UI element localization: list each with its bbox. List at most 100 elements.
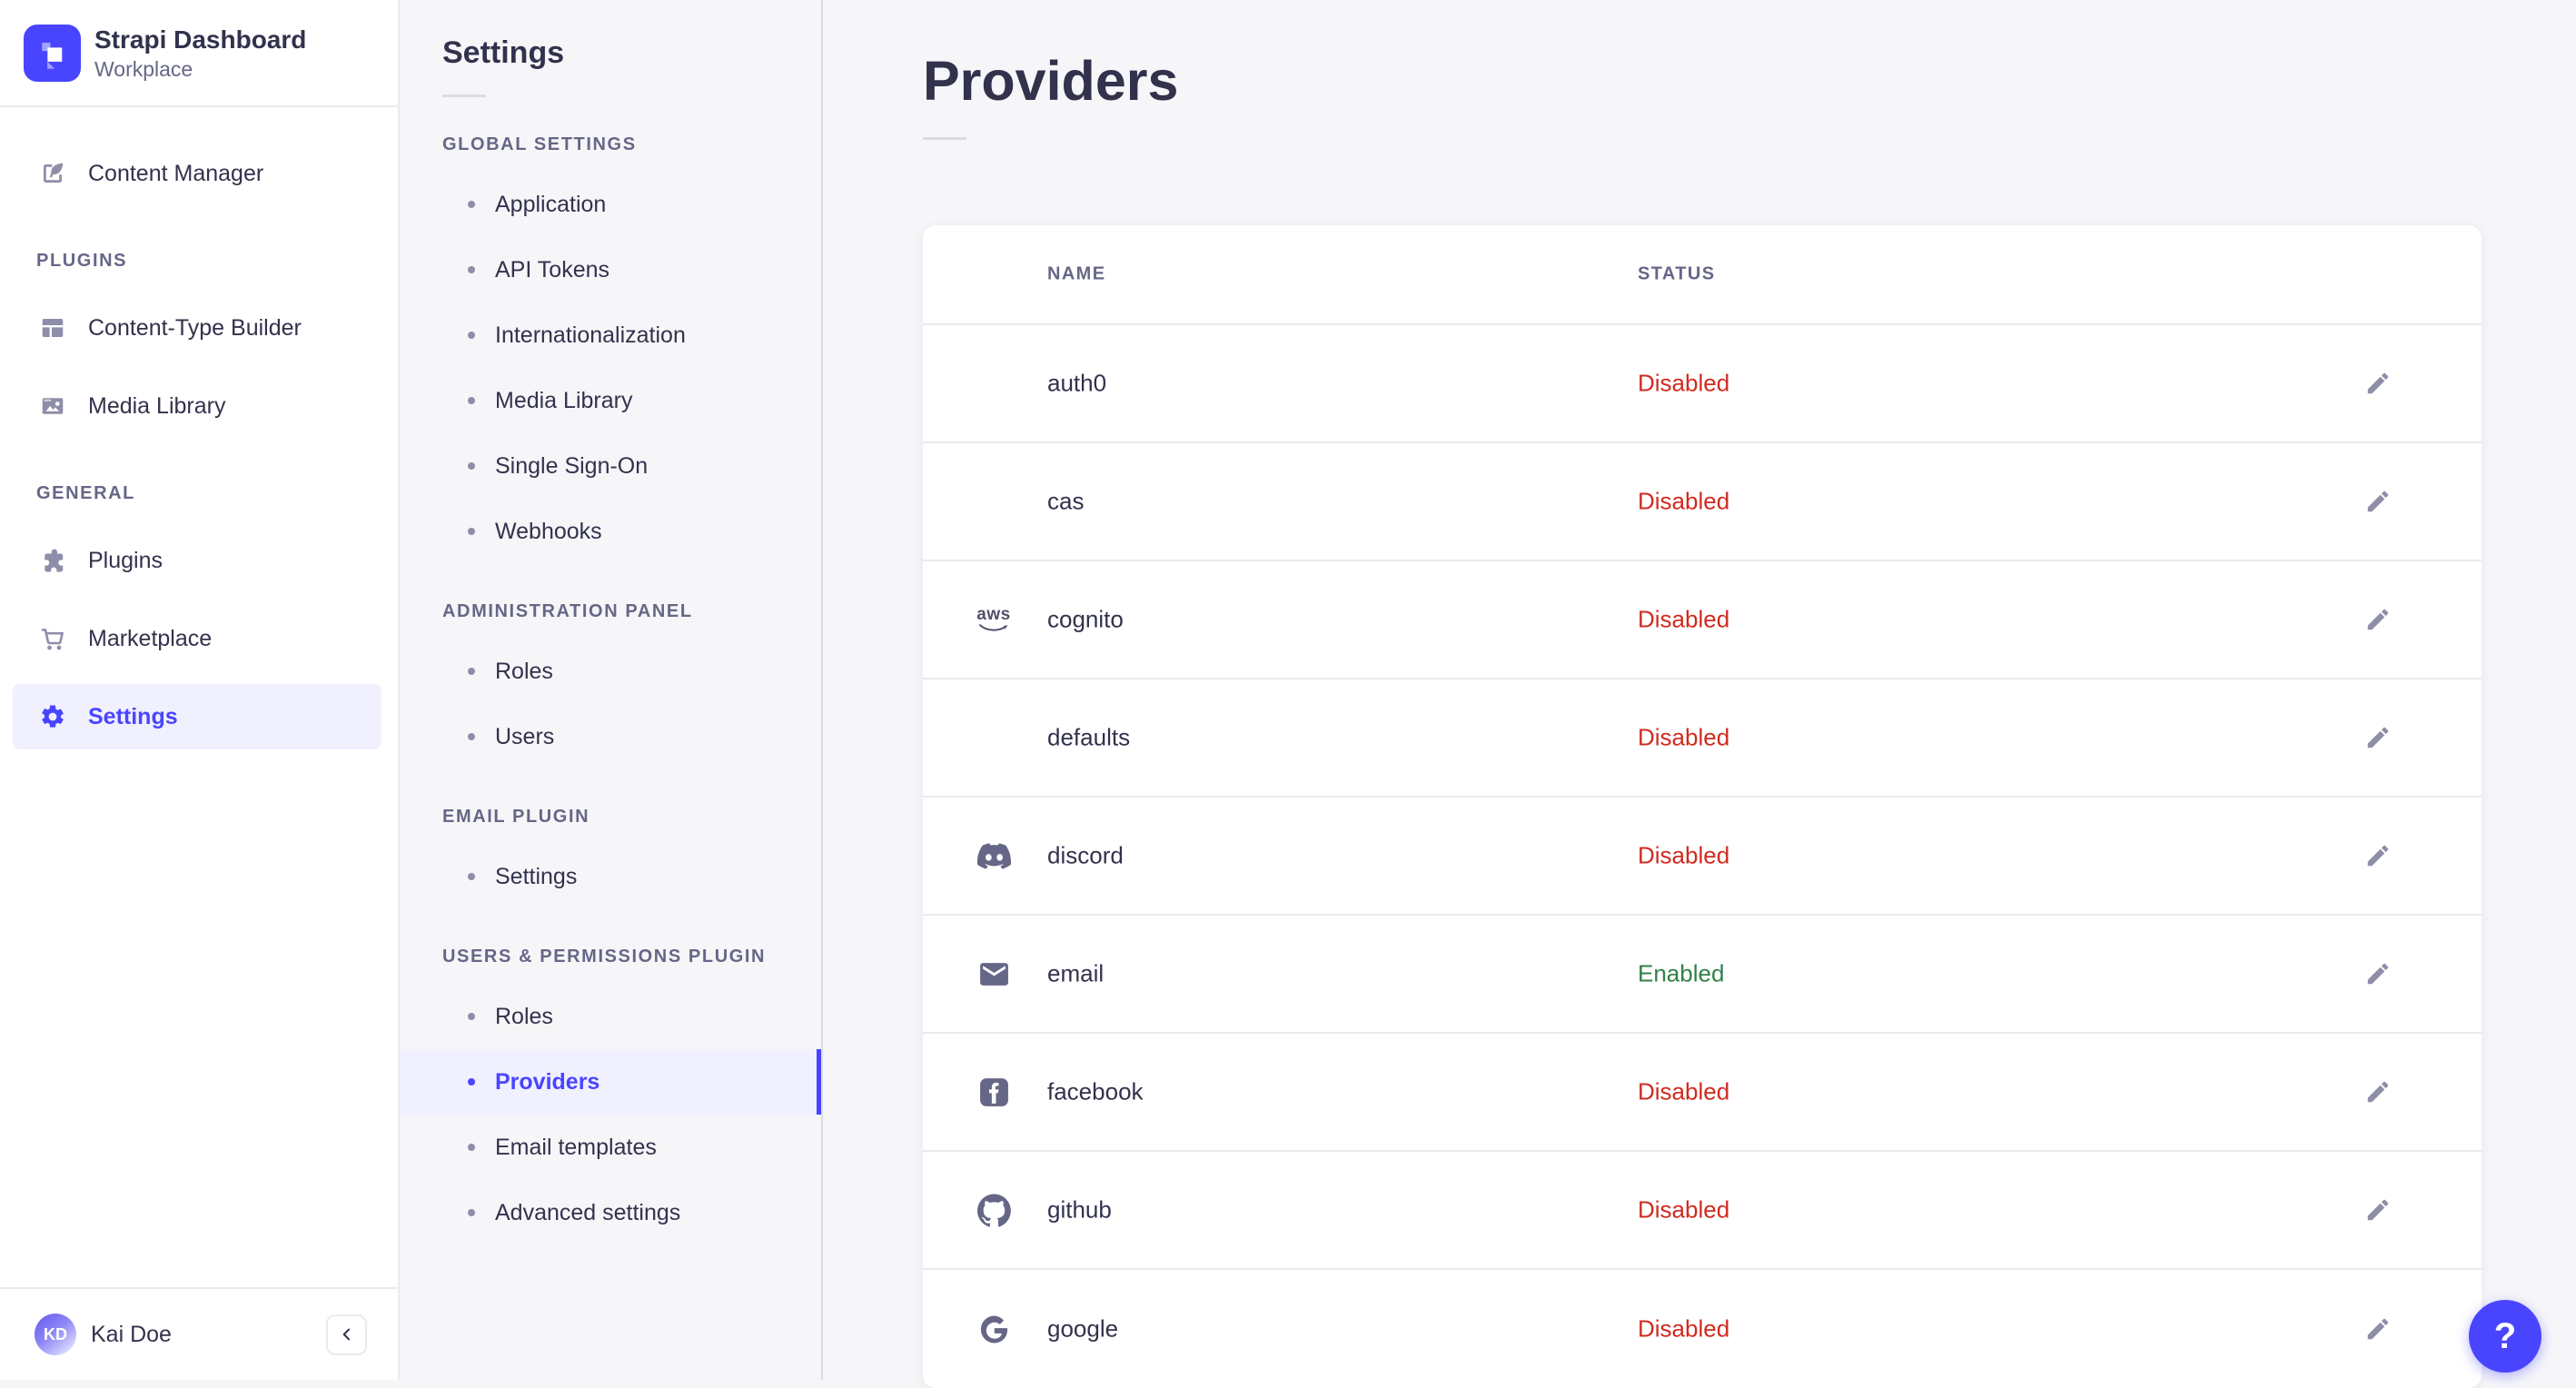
subnav-section-title: EMAIL PLUGIN — [400, 804, 821, 829]
workspace-name: Workplace — [94, 57, 306, 82]
user-name: Kai Doe — [91, 1322, 312, 1348]
pencil-icon — [2364, 1196, 2392, 1224]
pencil-icon — [2364, 1078, 2392, 1105]
sidebar-item-content-manager[interactable]: Content Manager — [13, 141, 381, 206]
sidebar-item-label: Media Library — [88, 393, 225, 420]
brand-text: Strapi Dashboard Workplace — [94, 24, 306, 82]
sidebar-item-marketplace[interactable]: Marketplace — [13, 606, 381, 671]
bullet-icon — [468, 1209, 475, 1216]
provider-row-facebook[interactable]: facebook Disabled — [923, 1034, 2482, 1152]
avatar[interactable]: KD — [35, 1314, 76, 1355]
help-button[interactable]: ? — [2469, 1300, 2541, 1373]
pencil-icon — [2364, 842, 2392, 869]
pencil-icon — [2364, 1315, 2392, 1343]
table-header: NAME STATUS — [923, 225, 2482, 325]
subnav-item-label: Media Library — [495, 388, 632, 414]
email-icon — [974, 954, 1014, 994]
subnav-title-rule — [442, 94, 486, 97]
app-title: Strapi Dashboard — [94, 24, 306, 55]
subnav-item-single-sign-on[interactable]: Single Sign-On — [400, 433, 821, 499]
sidebar-item-settings[interactable]: Settings — [13, 684, 381, 749]
subnav-item-label: Webhooks — [495, 519, 602, 545]
subnav-item-api-tokens[interactable]: API Tokens — [400, 237, 821, 302]
media-library-icon — [39, 392, 66, 420]
plugins-icon — [39, 547, 66, 574]
bullet-icon — [468, 1144, 475, 1151]
subnav-title: Settings — [442, 35, 821, 71]
edit-provider-button[interactable] — [2358, 1309, 2398, 1349]
workspace-brand[interactable]: Strapi Dashboard Workplace — [0, 0, 398, 107]
bullet-icon — [468, 528, 475, 535]
provider-name: defaults — [1047, 724, 1130, 752]
provider-row-google[interactable]: google Disabled — [923, 1270, 2482, 1388]
subnav-item-label: Settings — [495, 864, 577, 890]
pencil-icon — [2364, 960, 2392, 987]
edit-provider-button[interactable] — [2358, 1190, 2398, 1230]
subnav-item-media-library[interactable]: Media Library — [400, 368, 821, 433]
subnav-item-label: Internationalization — [495, 322, 686, 349]
provider-name: cas — [1047, 488, 1084, 516]
subnav-item-label: Email templates — [495, 1135, 657, 1161]
edit-provider-button[interactable] — [2358, 836, 2398, 876]
subnav-item-label: Advanced settings — [495, 1200, 680, 1226]
google-icon — [974, 1309, 1014, 1349]
provider-name: discord — [1047, 842, 1124, 870]
subnav-item-settings[interactable]: Settings — [400, 844, 821, 909]
sidebar-item-plugins[interactable]: Plugins — [13, 528, 381, 593]
subnav-item-internationalization[interactable]: Internationalization — [400, 302, 821, 368]
main-sidebar: Strapi Dashboard Workplace Content Manag… — [0, 0, 400, 1380]
provider-status: Disabled — [1638, 1315, 1729, 1343]
subnav-item-advanced-settings[interactable]: Advanced settings — [400, 1180, 821, 1245]
provider-name: auth0 — [1047, 370, 1106, 398]
provider-status: Disabled — [1638, 606, 1729, 634]
edit-provider-button[interactable] — [2358, 363, 2398, 403]
sidebar-item-media-library[interactable]: Media Library — [13, 373, 381, 439]
edit-provider-button[interactable] — [2358, 600, 2398, 639]
subnav-item-application[interactable]: Application — [400, 172, 821, 237]
provider-name: facebook — [1047, 1078, 1144, 1106]
sidebar-item-content-type-builder[interactable]: Content-Type Builder — [13, 295, 381, 361]
subnav-item-roles[interactable]: Roles — [400, 984, 821, 1049]
edit-provider-button[interactable] — [2358, 481, 2398, 521]
provider-name: github — [1047, 1196, 1112, 1224]
page-title: Providers — [923, 47, 2482, 115]
bullet-icon — [468, 462, 475, 470]
provider-name: google — [1047, 1315, 1118, 1343]
settings-icon — [39, 703, 66, 730]
subnav-item-label: Roles — [495, 1004, 553, 1030]
provider-status: Disabled — [1638, 1196, 1729, 1224]
sidebar-item-label: Content Manager — [88, 161, 263, 187]
subnav-item-users[interactable]: Users — [400, 704, 821, 769]
subnav-section-title: GLOBAL SETTINGS — [400, 132, 821, 157]
edit-provider-button[interactable] — [2358, 1072, 2398, 1112]
subnav-item-roles[interactable]: Roles — [400, 639, 821, 704]
subnav-item-providers[interactable]: Providers — [400, 1049, 821, 1115]
bullet-icon — [468, 668, 475, 675]
subnav-item-email-templates[interactable]: Email templates — [400, 1115, 821, 1180]
provider-status: Disabled — [1638, 1078, 1729, 1106]
marketplace-icon — [39, 625, 66, 652]
edit-provider-button[interactable] — [2358, 718, 2398, 758]
provider-row-github[interactable]: github Disabled — [923, 1152, 2482, 1270]
subnav-item-webhooks[interactable]: Webhooks — [400, 499, 821, 564]
edit-provider-button[interactable] — [2358, 954, 2398, 994]
collapse-sidebar-button[interactable] — [326, 1314, 367, 1355]
bullet-icon — [468, 733, 475, 740]
subnav-item-label: Roles — [495, 659, 553, 685]
pencil-icon — [2364, 724, 2392, 751]
bullet-icon — [468, 1078, 475, 1086]
sidebar-section-plugins: PLUGINS Content-Type Builder Media Library — [0, 239, 398, 439]
sidebar-section-title: PLUGINS — [0, 239, 398, 283]
page-title-rule — [923, 137, 966, 140]
